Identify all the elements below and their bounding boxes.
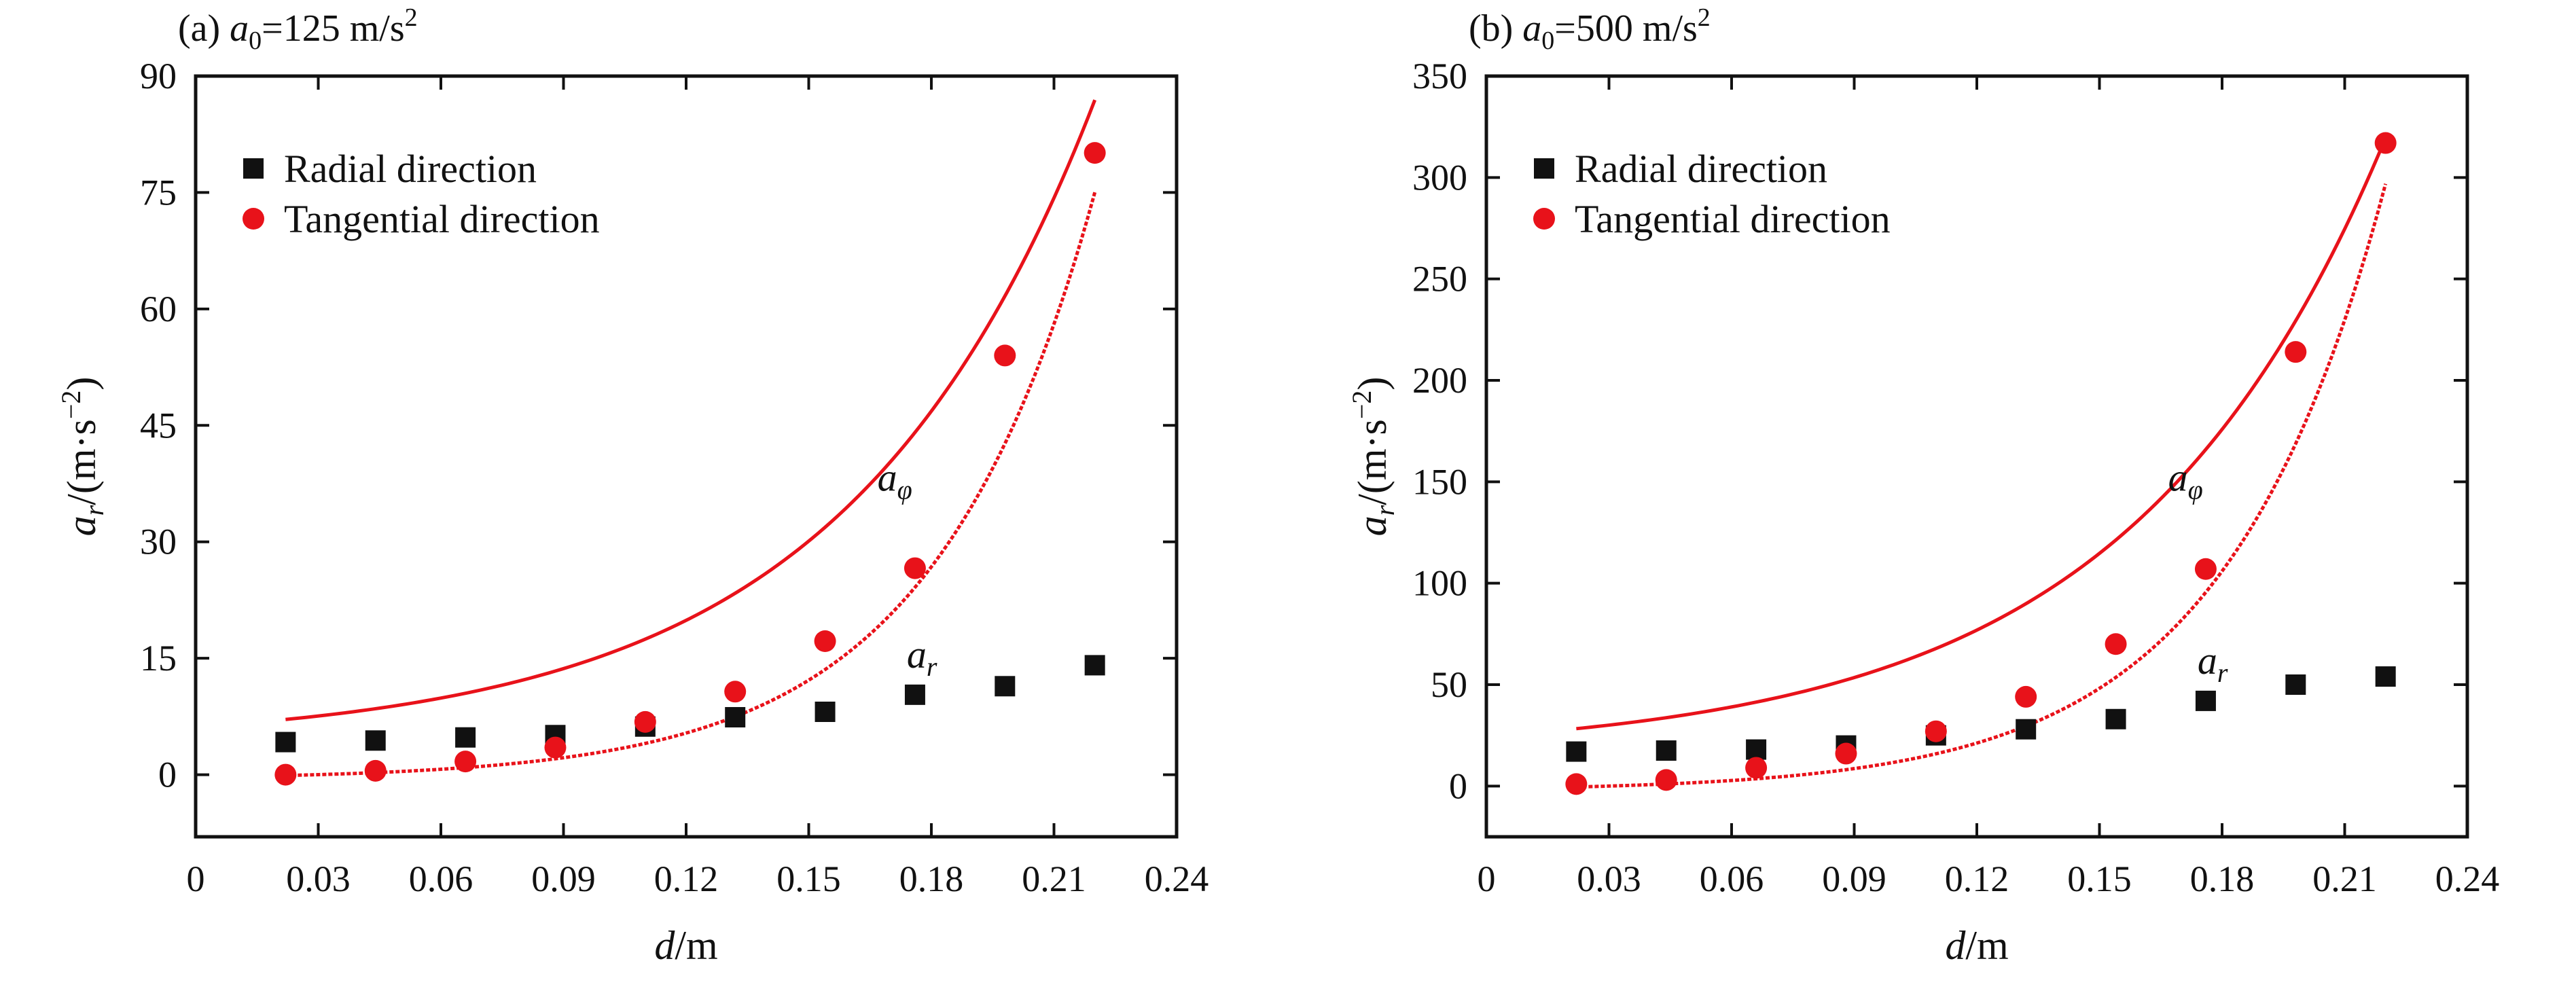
tangential-data-point — [1655, 769, 1677, 791]
radial-data-point — [2195, 690, 2216, 711]
tangential-data-point — [1745, 757, 1768, 779]
series-label-tangential: aφ — [878, 455, 912, 505]
series-label-radial: ar — [907, 632, 937, 682]
series-label-tangential: aφ — [2168, 455, 2203, 505]
y-tick-label: 45 — [140, 405, 177, 446]
legend-label-radial: Radial direction — [284, 147, 537, 191]
y-tick-label: 60 — [140, 289, 177, 329]
legend-label-tangential: Tangential direction — [284, 197, 600, 241]
x-tick-label: 0.09 — [531, 859, 596, 899]
tangential-data-point — [904, 557, 926, 579]
tangential-fit-curve — [1576, 183, 2388, 789]
legend-label-tangential: Tangential direction — [1575, 197, 1891, 241]
radial-data-point — [275, 732, 296, 753]
radial-data-point — [2375, 666, 2396, 687]
radial-data-point — [995, 676, 1016, 697]
x-tick-label: 0.21 — [1022, 859, 1086, 899]
x-tick-label: 0.15 — [776, 859, 841, 899]
y-tick-label: 90 — [140, 56, 177, 96]
legend-marker-tangential — [243, 208, 264, 230]
radial-data-point — [725, 707, 746, 727]
chart-panel-a: (a) a0=125 m/s2 0 0.03 0.06 0.09 0.12 0.15 0.18… — [56, 3, 1209, 968]
y-tick-label: 250 — [1412, 259, 1467, 300]
tangential-data-point — [2285, 341, 2307, 363]
x-axis-title: d/m — [654, 923, 717, 968]
tangential-data-point — [1084, 142, 1106, 164]
tangential-data-point — [1835, 742, 1857, 765]
y-tick-label: 50 — [1431, 664, 1467, 705]
series-label-radial: ar — [2198, 638, 2228, 688]
tangential-data-point — [364, 759, 387, 782]
tangential-data-point — [2374, 132, 2397, 154]
radial-data-point — [2285, 674, 2306, 695]
y-tick-label: 200 — [1412, 360, 1467, 401]
radial-data-point — [904, 684, 925, 705]
y-tick-label: 300 — [1412, 157, 1467, 198]
tangential-data-point — [2015, 685, 2037, 708]
y-tick-label: 350 — [1412, 56, 1467, 96]
legend-marker-tangential — [1533, 208, 1555, 230]
x-tick-label: 0.09 — [1822, 859, 1886, 899]
legend-marker-radial — [1534, 158, 1554, 179]
tangential-fit-curve — [285, 192, 1097, 778]
radial-data-point — [1566, 741, 1587, 762]
panel-title: (b) a0=500 m/s2 — [1469, 3, 1711, 55]
x-tick-label: 0 — [1478, 859, 1496, 899]
x-tick-label: 0.06 — [409, 859, 473, 899]
x-tick-label: 0.12 — [654, 859, 719, 899]
y-tick-label: 15 — [140, 638, 177, 679]
chart-panel-b: (b) a0=500 m/s2 0 0.03 0.06 0.09 0.12 0.15 0.18… — [1346, 3, 2499, 968]
tangential-data-point — [994, 344, 1016, 367]
tangential-data-point — [724, 681, 747, 703]
panel-title: (a) a0=125 m/s2 — [178, 3, 418, 55]
radial-fit-curve — [1576, 137, 2387, 731]
radial-data-point — [2105, 708, 2126, 729]
x-tick-label: 0.18 — [2190, 859, 2255, 899]
radial-data-point — [815, 702, 836, 722]
x-tick-label: 0.24 — [1145, 859, 1209, 899]
x-tick-label: 0.03 — [1577, 859, 1641, 899]
y-tick-label: 0 — [1449, 765, 1467, 806]
tangential-data-point — [2105, 633, 2127, 655]
radial-data-point — [365, 730, 386, 751]
tangential-data-point — [634, 710, 656, 733]
tangential-data-point — [544, 736, 567, 759]
radial-data-point — [2016, 719, 2037, 740]
x-tick-label: 0.03 — [286, 859, 351, 899]
y-tick-label: 0 — [158, 755, 177, 795]
x-tick-label: 0 — [187, 859, 205, 899]
tangential-data-point — [1565, 773, 1588, 795]
radial-fit-curve — [285, 99, 1096, 721]
radial-data-point — [1084, 655, 1105, 676]
y-axis-title: ar/(m·s−2) — [1346, 377, 1400, 537]
y-tick-label: 100 — [1412, 563, 1467, 604]
tangential-data-point — [1925, 720, 1947, 742]
y-axis-title: ar/(m·s−2) — [56, 377, 109, 537]
y-tick-label: 30 — [140, 522, 177, 562]
x-tick-label: 0.06 — [1700, 859, 1764, 899]
x-axis-title: d/m — [1945, 923, 2008, 968]
tangential-data-point — [454, 751, 477, 773]
y-tick-label: 75 — [140, 172, 177, 213]
x-tick-label: 0.24 — [2435, 859, 2500, 899]
radial-data-point — [1656, 740, 1677, 761]
tangential-data-point — [2194, 558, 2217, 580]
tangential-data-point — [274, 763, 297, 786]
x-tick-label: 0.15 — [2067, 859, 2132, 899]
tangential-data-point — [814, 630, 836, 652]
x-tick-label: 0.18 — [899, 859, 964, 899]
radial-data-point — [1746, 739, 1767, 760]
x-tick-label: 0.12 — [1945, 859, 2009, 899]
radial-data-point — [455, 727, 476, 748]
x-tick-label: 0.21 — [2312, 859, 2377, 899]
y-tick-label: 150 — [1412, 461, 1467, 502]
legend-label-radial: Radial direction — [1575, 147, 1827, 191]
legend-marker-radial — [243, 158, 264, 179]
